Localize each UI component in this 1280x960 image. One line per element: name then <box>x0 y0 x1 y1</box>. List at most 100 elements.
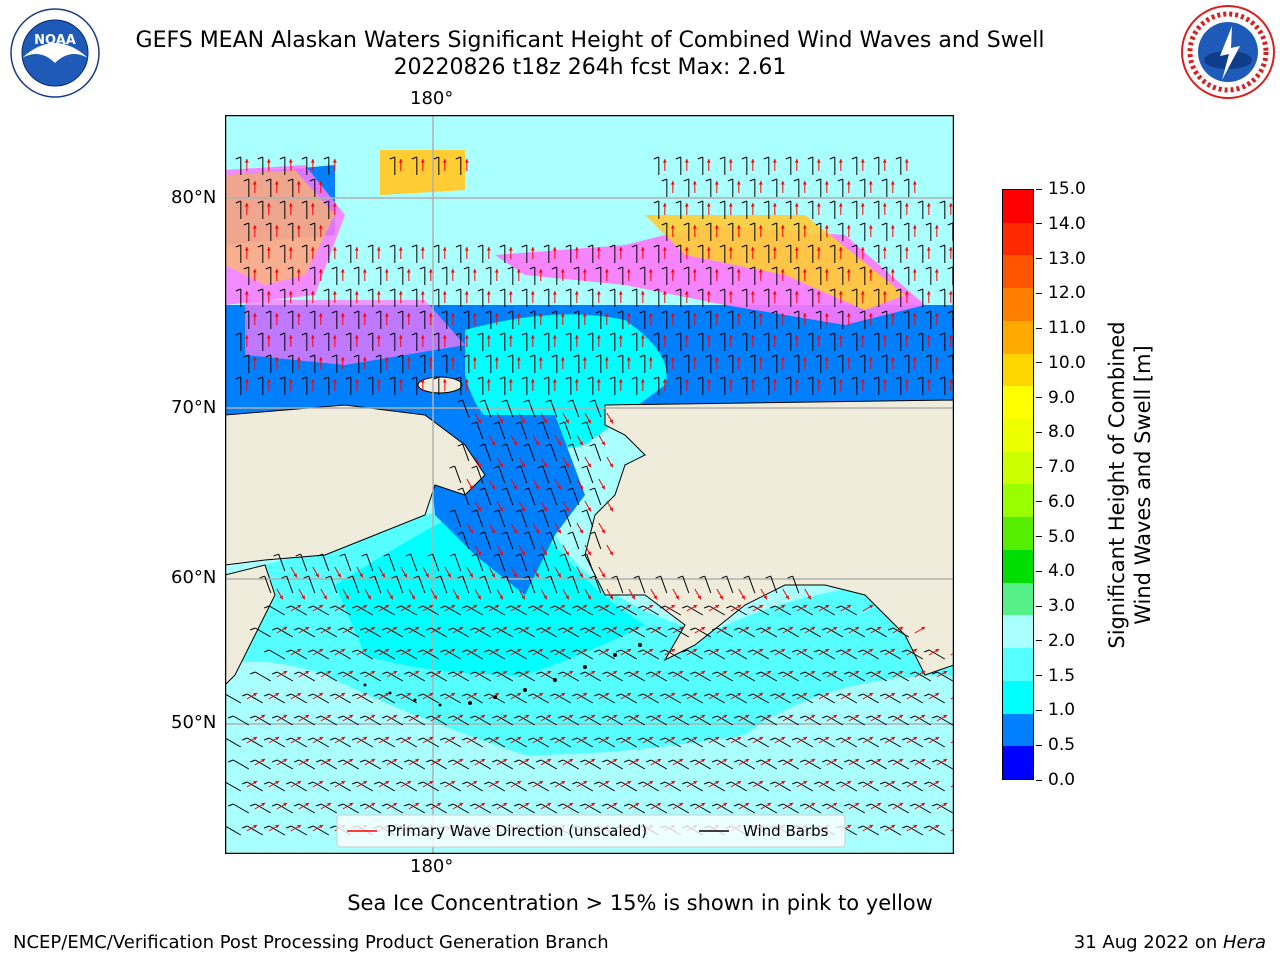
wave-arrow-head <box>486 335 491 339</box>
wave-arrow-head <box>244 159 249 163</box>
wind-barb-flag <box>455 332 462 336</box>
wind-barb-flag <box>471 509 477 513</box>
wave-arrow-head <box>521 595 525 600</box>
wind-barb-flag <box>704 693 710 697</box>
wind-barb-flag <box>594 605 600 609</box>
wind-barb <box>276 627 294 638</box>
wind-barb-flag <box>330 825 336 829</box>
wind-barb <box>462 487 470 506</box>
wind-barb-flag <box>279 288 286 292</box>
wave-arrow-head <box>494 313 499 317</box>
wave-arrow-head <box>266 203 271 207</box>
wind-barb-flag <box>639 266 646 270</box>
wind-barb-flag <box>785 200 792 204</box>
wind-barb-flag <box>749 266 756 270</box>
wave-arrow-head <box>275 781 280 785</box>
wave-arrow-head <box>582 269 587 273</box>
wind-barb-flag <box>756 715 762 719</box>
wind-barb <box>804 671 822 682</box>
wave-arrow-head <box>869 605 874 609</box>
wave-arrow-head <box>758 357 763 361</box>
wave-arrow-head <box>692 313 697 317</box>
wind-barb-flag <box>787 575 793 579</box>
wave-arrow-head <box>855 803 860 807</box>
wind-barb-flag <box>457 531 463 535</box>
wind-barb-flag <box>829 332 836 336</box>
wind-barb <box>708 693 726 704</box>
wind-barb-flag <box>699 575 705 579</box>
wave-arrow-head <box>244 291 249 295</box>
wave-arrow-head <box>604 357 609 361</box>
wind-barb-flag <box>537 509 543 513</box>
wind-barb-flag <box>330 605 336 609</box>
wave-arrow-head <box>349 803 354 807</box>
wind-barb-flag <box>844 627 850 631</box>
wind-barb <box>496 715 514 726</box>
wind-barb-flag <box>881 178 888 182</box>
wind-barb-flag <box>360 803 366 807</box>
wave-arrow-head <box>543 551 547 556</box>
wave-arrow-head <box>398 159 403 163</box>
wave-arrow-head <box>296 225 301 229</box>
wave-arrow-head <box>543 463 547 468</box>
wind-barb-flag <box>523 531 529 535</box>
wind-barb-flag <box>493 421 499 425</box>
wind-barb-flag <box>653 288 660 292</box>
wave-arrow-head <box>310 247 315 251</box>
wind-barb-flag <box>704 737 710 741</box>
colorbar-cell <box>1003 680 1033 714</box>
wave-arrow-head <box>495 649 500 653</box>
wind-barb-flag <box>441 310 448 314</box>
wind-barb <box>726 575 734 594</box>
wind-barb-flag <box>770 781 776 785</box>
wind-barb <box>356 693 374 704</box>
wave-arrow-head <box>693 693 698 697</box>
wind-barb <box>474 715 492 726</box>
wind-barb-flag <box>558 671 564 675</box>
wind-barb-flag <box>748 781 754 785</box>
colorbar-cell <box>1003 549 1033 583</box>
wind-barb <box>818 693 836 704</box>
wind-barb <box>290 605 308 616</box>
wave-arrow-head <box>869 649 874 653</box>
wind-barb-flag <box>932 803 938 807</box>
wind-barb <box>628 671 646 682</box>
wind-barb-flag <box>902 781 908 785</box>
wave-arrow-head <box>393 671 398 675</box>
wind-barb-flag <box>501 443 507 447</box>
wind-barb-flag <box>440 737 446 741</box>
wave-arrow-head <box>913 649 918 653</box>
wind-barb-flag <box>235 288 242 292</box>
wind-barb-flag <box>646 671 652 675</box>
wind-barb <box>542 421 550 440</box>
wind-barb <box>550 531 558 550</box>
wind-barb-flag <box>602 803 608 807</box>
wave-arrow-head <box>569 627 574 631</box>
wave-arrow-head <box>494 269 499 273</box>
wave-arrow-head <box>521 551 525 556</box>
wind-barb-flag <box>559 553 565 557</box>
wind-barb-flag <box>418 781 424 785</box>
wave-arrow-head <box>371 759 376 763</box>
wave-arrow-head <box>376 247 381 251</box>
wave-arrow-head <box>261 759 266 763</box>
wind-barb-flag <box>800 627 806 631</box>
wind-barb-flag <box>660 781 666 785</box>
wave-arrow-head <box>877 627 882 631</box>
wind-barb <box>312 649 330 660</box>
wind-barb-flag <box>543 288 550 292</box>
wind-barb <box>884 781 902 792</box>
wave-arrow-head <box>767 671 772 675</box>
wind-barb-flag <box>712 715 718 719</box>
wind-barb <box>518 715 536 726</box>
wave-arrow-head <box>868 357 873 361</box>
wind-barb-flag <box>594 781 600 785</box>
wind-barb <box>378 781 396 792</box>
wind-barb <box>906 737 924 748</box>
wind-barb <box>562 627 580 638</box>
wind-barb-flag <box>396 737 402 741</box>
wind-barb-flag <box>675 244 682 248</box>
wave-arrow-head <box>847 649 852 653</box>
wind-barb-flag <box>705 354 712 358</box>
wind-barb-flag <box>837 222 844 226</box>
